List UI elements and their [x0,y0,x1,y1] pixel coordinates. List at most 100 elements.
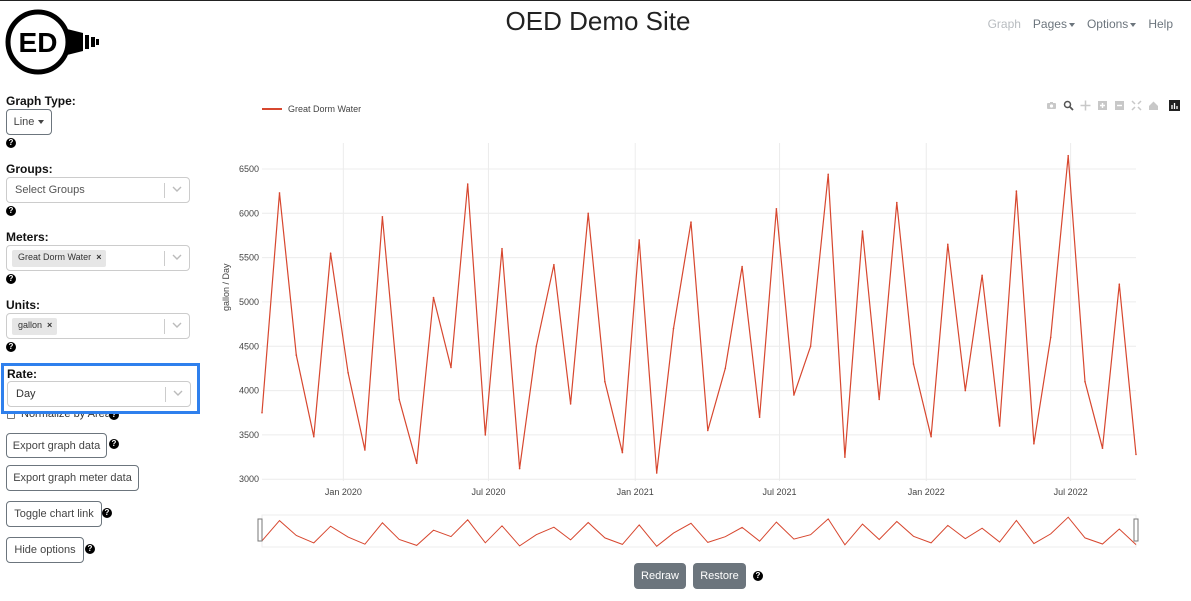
data-point [724,367,727,370]
meter-tag-label: Great Dorm Water [18,252,92,262]
zoom-in-icon[interactable] [1097,98,1108,110]
chart-legend[interactable]: Great Dorm Water [262,104,361,114]
zoom-icon[interactable] [1063,98,1074,111]
data-point [466,183,469,185]
unit-tag-label: gallon [18,320,43,330]
chevron-down-icon[interactable] [171,319,183,331]
y-axis-label: gallon / Day [221,263,231,311]
y-tick-label: 4000 [239,386,259,396]
groups-select[interactable]: Select Groups [6,177,190,203]
x-tick-label: Jan 2021 [617,487,654,497]
y-axis-ticks: 3000 3500 4000 4500 5000 5500 6000 6500 [239,164,259,484]
nav-options-dropdown[interactable]: Options [1081,17,1142,31]
nav-graph-link[interactable]: Graph [987,17,1021,31]
rate-label: Rate: [7,367,38,381]
rate-highlight-box: Rate: Day [1,363,200,414]
hide-options-button[interactable]: Hide options [6,537,84,563]
data-point [535,345,538,348]
redraw-button[interactable]: Redraw [634,563,686,589]
graph-type-label: Graph Type: [6,94,76,108]
data-point [672,327,675,330]
help-icon[interactable]: ? [6,342,16,352]
remove-unit-icon[interactable]: × [47,320,53,330]
data-point [381,216,384,218]
x-axis-ticks: Jan 2020 Jul 2020 Jan 2021 Jul 2021 Jan 2022… [325,487,1088,497]
caret-down-icon [38,120,45,124]
data-point [896,201,898,204]
data-point [707,429,709,432]
data-point [398,398,401,401]
data-point [775,208,778,210]
rate-select[interactable]: Day [7,381,191,407]
home-icon[interactable] [1148,98,1159,110]
plotly-logo-icon[interactable] [1169,98,1180,111]
data-point [1101,447,1104,450]
data-point [415,462,418,465]
grid-lines [262,143,1136,481]
autoscale-icon[interactable] [1131,98,1142,111]
logo-text: ED [19,27,58,58]
chevron-down-icon[interactable] [171,251,183,263]
help-icon[interactable]: ? [6,138,16,148]
data-points [261,154,1137,474]
data-point [758,416,761,419]
help-icon[interactable]: ? [102,508,112,518]
pan-icon[interactable] [1080,98,1091,111]
data-point [569,403,572,405]
data-point [621,451,624,454]
help-icon[interactable]: ? [85,544,95,554]
chevron-down-icon[interactable] [171,183,183,195]
x-tick-label: Jul 2020 [471,487,505,497]
data-point [947,243,949,246]
zoom-out-icon[interactable] [1114,98,1125,110]
help-icon[interactable]: ? [6,206,16,216]
oed-logo: ED [5,9,99,75]
y-tick-label: 6000 [239,208,259,218]
select-separator [165,387,166,402]
graph-type-dropdown[interactable]: Line [6,109,52,135]
data-point [793,394,795,396]
legend-label: Great Dorm Water [288,104,362,114]
data-point [690,221,692,223]
data-point [518,467,521,470]
data-point [878,398,880,401]
top-navigation: Graph Pages Options Help [982,17,1179,31]
chevron-down-icon[interactable] [172,387,184,399]
y-tick-label: 6500 [239,164,259,174]
help-icon[interactable]: ? [109,439,119,449]
data-point [295,354,298,356]
groups-placeholder: Select Groups [15,184,85,196]
toggle-chart-link-button[interactable]: Toggle chart link [6,501,102,527]
data-point [981,274,983,277]
range-slider-line [261,516,1137,547]
data-point [501,247,503,250]
legend-swatch [262,108,282,110]
restore-button[interactable]: Restore [693,563,746,589]
help-icon[interactable]: ? [109,410,119,420]
help-icon[interactable]: ? [753,571,763,581]
nav-pages-dropdown[interactable]: Pages [1027,17,1081,31]
data-point [912,363,915,365]
export-meter-data-button[interactable]: Export graph meter data [6,465,139,491]
nav-help-link[interactable]: Help [1148,17,1173,31]
units-label: Units: [6,298,40,312]
range-slider-right-handle [1133,518,1139,542]
data-point [741,265,743,268]
meters-select[interactable]: Great Dorm Water × [6,245,190,271]
camera-icon[interactable] [1046,98,1057,109]
data-point [604,380,606,383]
data-point [329,252,332,254]
remove-meter-icon[interactable]: × [96,252,102,262]
data-point [261,411,263,414]
range-slider-frame [261,514,1137,548]
export-graph-data-button[interactable]: Export graph data [6,433,107,458]
data-point [998,425,1001,427]
meter-tag: Great Dorm Water × [12,250,107,267]
caret-down-icon [1068,22,1075,27]
units-select[interactable]: gallon × [6,313,190,339]
chart-toolbar [1046,98,1180,111]
data-point [1067,154,1069,157]
help-icon[interactable]: ? [6,274,16,284]
data-point [1049,336,1052,339]
